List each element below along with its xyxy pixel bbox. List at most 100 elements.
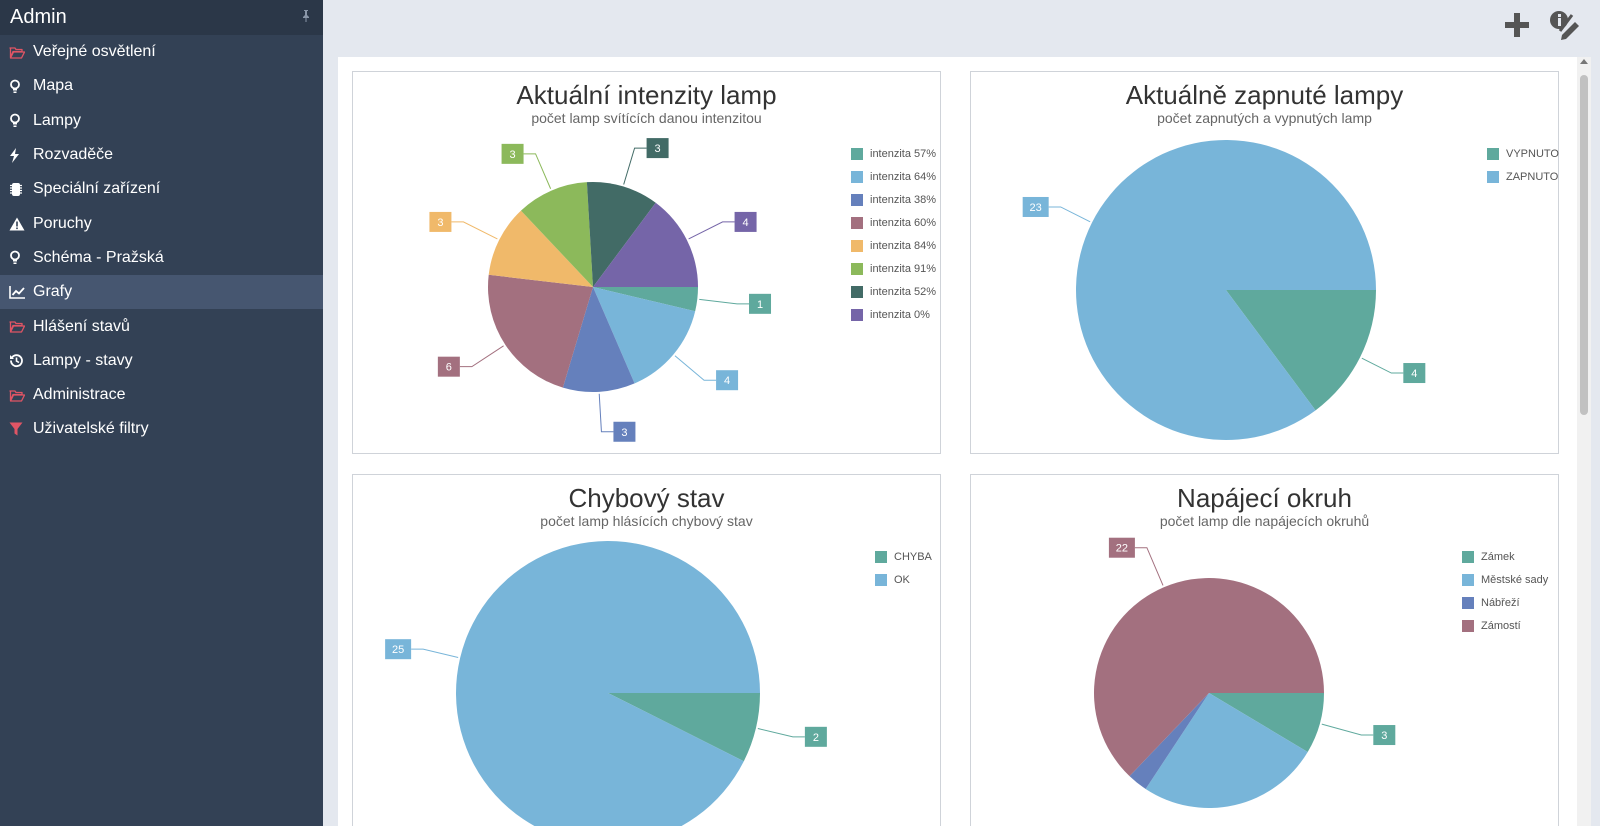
data-label: 4 [743, 217, 749, 229]
data-label-box [749, 293, 772, 314]
sidebar-item-8[interactable]: Hlášení stavů [0, 309, 323, 343]
pie-slice[interactable] [1129, 693, 1209, 789]
scrollbar[interactable] [1577, 57, 1591, 826]
legend-label: Městské sady [1481, 573, 1549, 586]
legend-label: intenzita 52% [870, 285, 937, 298]
data-label-leader [523, 153, 552, 189]
pie-slice[interactable] [593, 287, 698, 312]
legend-swatch [1462, 619, 1474, 632]
pie-slice[interactable] [488, 274, 593, 388]
data-label: 3 [655, 143, 661, 155]
pie-slice[interactable] [562, 287, 635, 392]
filter-icon [9, 422, 33, 436]
sidebar-item-9[interactable]: Lampy - stavy [0, 344, 323, 378]
data-label-leader [451, 221, 498, 240]
add-button[interactable] [1500, 8, 1534, 42]
legend-item[interactable]: ZAPNUTO [1487, 165, 1559, 188]
data-label-box [501, 143, 524, 164]
sidebar-item-1[interactable]: Mapa [0, 69, 323, 103]
pie-slice[interactable] [488, 210, 593, 287]
scroll-thumb[interactable] [1580, 75, 1588, 415]
legend-item[interactable]: intenzita 84% [851, 234, 936, 257]
pie-slice[interactable] [520, 182, 593, 287]
pie-slice[interactable] [1094, 577, 1324, 777]
chart-title: Aktuální intenzity lamp [516, 80, 777, 110]
legend-item[interactable]: CHYBA [875, 545, 932, 568]
legend-swatch [1487, 147, 1499, 160]
legend-item[interactable]: Městské sady [1462, 568, 1548, 591]
legend-swatch [875, 550, 887, 563]
data-label: 4 [724, 375, 730, 387]
sidebar-item-label: Veřejné osvětlení [33, 43, 156, 61]
data-label-box [734, 211, 757, 232]
data-label-leader [1134, 547, 1164, 586]
sidebar-item-2[interactable]: Lampy [0, 104, 323, 138]
scroll-up-arrow-icon[interactable] [1580, 59, 1588, 64]
sidebar-item-0[interactable]: Veřejné osvětlení [0, 35, 323, 69]
data-label-box [429, 211, 452, 232]
sidebar-item-10[interactable]: Administrace [0, 378, 323, 412]
pie-slice[interactable] [1076, 140, 1376, 440]
legend-item[interactable]: intenzita 60% [851, 211, 936, 234]
legend-label: Zámostí [1481, 619, 1521, 632]
folder-open-icon [9, 46, 33, 59]
chart-legend: CHYBA OK [875, 545, 932, 591]
sidebar-item-3[interactable]: Rozvaděče [0, 138, 323, 172]
data-label-leader [411, 648, 459, 658]
legend-item[interactable]: Zámostí [1462, 614, 1548, 637]
pie-slice[interactable] [1209, 693, 1324, 752]
sidebar-item-5[interactable]: Poruchy [0, 206, 323, 240]
plus-icon [1505, 13, 1529, 37]
info-pen-icon [1550, 11, 1579, 40]
legend-label: CHYBA [894, 550, 932, 563]
legend-item[interactable]: intenzita 64% [851, 165, 936, 188]
legend-swatch [1487, 170, 1499, 183]
chart-card-error: Chybový stav počet lamp hlásících chybov… [352, 474, 941, 826]
legend-item[interactable]: intenzita 52% [851, 280, 936, 303]
data-label: 23 [1030, 202, 1042, 214]
legend-item[interactable]: intenzita 91% [851, 257, 936, 280]
chart-subtitle: počet lamp svítících danou intenzitou [531, 110, 762, 126]
pie-slice[interactable] [608, 693, 760, 762]
legend-swatch [875, 573, 887, 586]
sidebar-item-7[interactable]: Grafy [0, 275, 323, 310]
sidebar-item-label: Rozvaděče [33, 146, 114, 164]
warning-icon [9, 217, 33, 231]
data-label-leader [1321, 723, 1374, 736]
pie-slice[interactable] [456, 541, 760, 826]
pie-slice[interactable] [593, 287, 696, 384]
legend-item[interactable]: Zámek [1462, 545, 1548, 568]
legend-item[interactable]: intenzita 57% [851, 142, 936, 165]
legend-item[interactable]: VYPNUTO [1487, 142, 1559, 165]
legend-item[interactable]: Nábřeží [1462, 591, 1548, 614]
sidebar-item-11[interactable]: Uživatelské filtry [0, 412, 323, 446]
data-label: 3 [437, 217, 443, 229]
legend-swatch [851, 262, 863, 275]
legend-item[interactable]: intenzita 0% [851, 303, 936, 326]
sidebar-item-6[interactable]: Schéma - Pražská [0, 241, 323, 275]
info-edit-button[interactable] [1547, 8, 1581, 42]
history-icon [9, 353, 33, 368]
legend-swatch [851, 216, 863, 229]
legend-item[interactable]: intenzita 38% [851, 188, 936, 211]
chart-card-circuit: Napájecí okruh počet lamp dle napájecích… [970, 474, 1559, 826]
data-label: 3 [621, 427, 627, 439]
data-label-leader [459, 345, 504, 368]
pie-slice[interactable] [1145, 693, 1308, 808]
data-label-box [716, 370, 739, 391]
pie-slice[interactable] [586, 182, 656, 287]
legend-label: intenzita 0% [870, 308, 930, 321]
pie-slice[interactable] [593, 202, 698, 287]
data-label-leader [1048, 206, 1091, 223]
data-label: 22 [1116, 543, 1128, 555]
chart-card-on-off: Aktuálně zapnuté lampy počet zapnutých a… [970, 71, 1559, 454]
legend-swatch [851, 147, 863, 160]
legend-item[interactable]: OK [875, 568, 932, 591]
data-label-box [437, 356, 460, 377]
legend-label: intenzita 38% [870, 193, 937, 206]
sidebar-item-4[interactable]: Speciální zařízení [0, 172, 323, 206]
pie-slice[interactable] [1226, 290, 1376, 411]
pin-icon[interactable] [301, 10, 311, 25]
legend-swatch [851, 193, 863, 206]
data-label-box [385, 639, 412, 660]
